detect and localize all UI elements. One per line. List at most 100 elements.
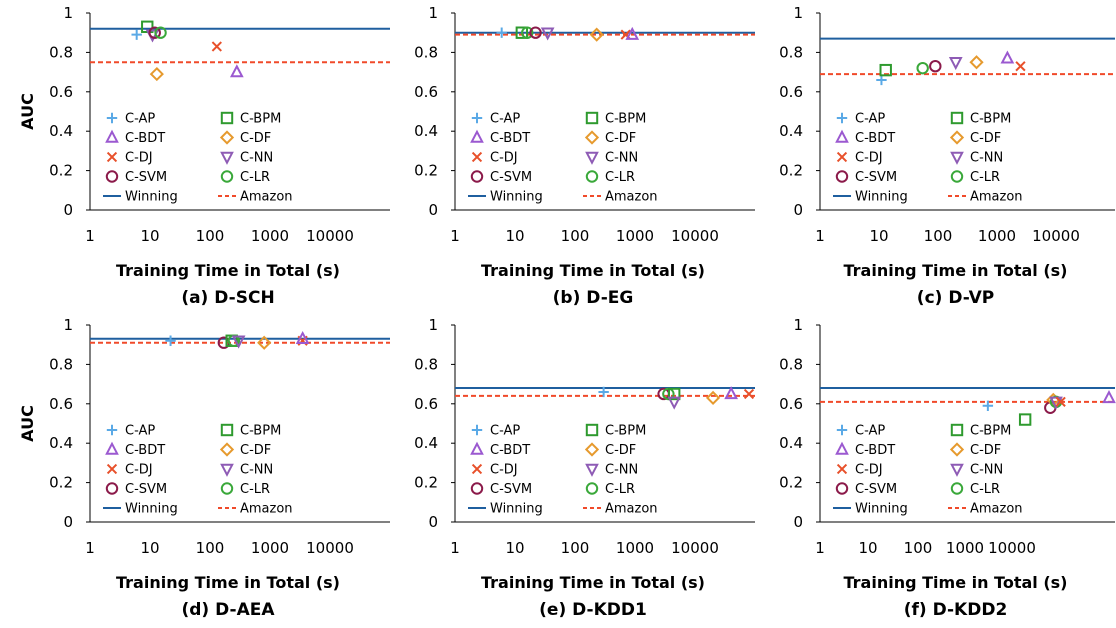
legend-label-c-lr: C-LR <box>970 482 1000 497</box>
chart-panel-4: 0 0.2 0.4 0.6 0.8 1 1 10 100 1000 10000 Training Ti… <box>18 316 390 620</box>
legend-marker-c-ap <box>836 112 848 124</box>
point-c-ap <box>165 335 176 346</box>
legend-label-c-ap: C-AP <box>125 424 155 439</box>
y-tick-label: 0.4 <box>779 434 803 452</box>
point-c-df <box>969 55 984 70</box>
legend-marker-c-nn <box>950 151 964 165</box>
point-c-svm <box>929 59 942 73</box>
legend-label-c-df: C-DF <box>240 443 271 458</box>
y-tick-label: 0 <box>63 201 73 219</box>
y-axis-title: AUC <box>18 405 37 442</box>
legend-marker-c-df <box>219 442 235 457</box>
x-tick-label: 100 <box>561 227 590 245</box>
legend-label-c-df: C-DF <box>605 443 636 458</box>
legend-label-c-nn: C-NN <box>240 463 273 478</box>
x-tick-label: 1000 <box>616 539 654 557</box>
point-c-dj <box>1055 396 1066 407</box>
chart-panel-6: 0 0.2 0.4 0.6 0.8 1 1 10 100 1000 10000 Training Ti… <box>779 316 1116 620</box>
legend-label-c-svm: C-SVM <box>490 482 532 497</box>
legend-label-c-df: C-DF <box>970 443 1001 458</box>
legend-label-c-svm: C-SVM <box>855 170 897 185</box>
x-tick-label: 1000 <box>251 227 289 245</box>
legend-label-winning: Winning <box>125 190 178 205</box>
chart-panel-1: 0 0.2 0.4 0.6 0.8 1 1 10 100 1000 10000 Training Ti… <box>18 4 390 308</box>
legend-label-c-nn: C-NN <box>605 463 638 478</box>
x-tick-label: 1 <box>815 227 825 245</box>
point-c-ap <box>496 27 507 38</box>
legend-label-amazon: Amazon <box>605 502 658 517</box>
y-tick-label: 0 <box>793 513 803 531</box>
point-c-nn <box>667 396 682 410</box>
legend-label-c-lr: C-LR <box>605 482 635 497</box>
legend-label-c-nn: C-NN <box>970 463 1003 478</box>
legend-label-c-bpm: C-BPM <box>240 424 281 439</box>
y-tick-label: 0.2 <box>779 474 803 492</box>
legend-marker-c-df <box>584 130 600 145</box>
legend-marker-c-lr <box>585 482 599 495</box>
y-tick-label: 1 <box>428 4 438 22</box>
legend-label-c-nn: C-NN <box>970 151 1003 166</box>
legend-label-c-ap: C-AP <box>855 112 885 127</box>
y-tick-label: 1 <box>793 316 803 334</box>
panel-caption: (b) D-EG <box>553 288 634 308</box>
x-tick-label: 10 <box>505 539 524 557</box>
legend-label-c-df: C-DF <box>240 131 271 146</box>
legend-marker-c-df <box>949 130 965 145</box>
point-c-bdt <box>229 64 244 78</box>
x-tick-label: 100 <box>196 227 225 245</box>
legend-label-c-svm: C-SVM <box>855 482 897 497</box>
legend-marker-c-dj <box>836 151 848 163</box>
y-tick-label: 0.4 <box>414 434 438 452</box>
x-tick-label: 10000 <box>671 227 719 245</box>
legend-marker-c-svm <box>835 482 849 495</box>
chart-panel-5: 0 0.2 0.4 0.6 0.8 1 1 10 100 1000 10000 Training Ti… <box>414 316 755 620</box>
point-c-df <box>149 66 164 82</box>
legend-label-c-df: C-DF <box>970 131 1001 146</box>
legend-label-c-bdt: C-BDT <box>855 131 895 146</box>
legend-label-c-bdt: C-BDT <box>490 131 530 146</box>
y-tick-label: 0.2 <box>49 474 73 492</box>
y-tick-label: 1 <box>793 4 803 22</box>
x-tick-label: 10 <box>140 227 159 245</box>
point-c-lr <box>916 61 929 75</box>
legend-marker-c-bdt <box>470 441 484 455</box>
legend-marker-c-bpm <box>585 111 599 125</box>
legend-marker-c-bdt <box>835 129 849 143</box>
legend-marker-c-nn <box>220 463 234 477</box>
legend-label-winning: Winning <box>125 502 178 517</box>
y-tick-label: 0.8 <box>779 43 803 61</box>
y-tick-label: 0.2 <box>779 162 803 180</box>
legend-label-c-bdt: C-BDT <box>490 443 530 458</box>
legend-marker-c-lr <box>585 170 599 183</box>
legend-marker-c-ap <box>106 424 118 436</box>
point-c-df <box>589 27 604 42</box>
legend-label-c-lr: C-LR <box>970 170 1000 185</box>
legend-label-c-ap: C-AP <box>855 424 885 439</box>
x-tick-label: 100 <box>904 539 933 557</box>
legend-marker-c-bdt <box>105 441 119 455</box>
x-tick-label: 100 <box>196 539 225 557</box>
legend-marker-c-svm <box>105 170 119 183</box>
x-tick-label: 1000 <box>946 539 984 557</box>
legend-marker-c-ap <box>471 112 483 124</box>
legend-label-c-bpm: C-BPM <box>970 424 1011 439</box>
y-tick-label: 0.8 <box>49 43 73 61</box>
x-tick-label: 1 <box>815 539 825 557</box>
point-c-nn <box>540 27 555 41</box>
legend-marker-c-nn <box>950 463 964 477</box>
legend-marker-c-dj <box>836 463 848 475</box>
x-axis-title: Training Time in Total (s) <box>116 261 340 280</box>
legend-marker-c-lr <box>220 170 234 183</box>
point-c-ap <box>131 29 142 40</box>
legend-label-c-ap: C-AP <box>490 424 520 439</box>
point-c-nn <box>948 57 963 71</box>
legend-marker-c-svm <box>835 170 849 183</box>
legend-label-c-bpm: C-BPM <box>605 424 646 439</box>
y-axis-title: AUC <box>18 93 37 130</box>
legend-marker-c-bpm <box>950 111 964 125</box>
point-c-bdt <box>295 330 310 344</box>
legend-label-c-bdt: C-BDT <box>125 443 165 458</box>
y-tick-label: 0 <box>428 201 438 219</box>
y-tick-label: 0.6 <box>414 395 438 413</box>
